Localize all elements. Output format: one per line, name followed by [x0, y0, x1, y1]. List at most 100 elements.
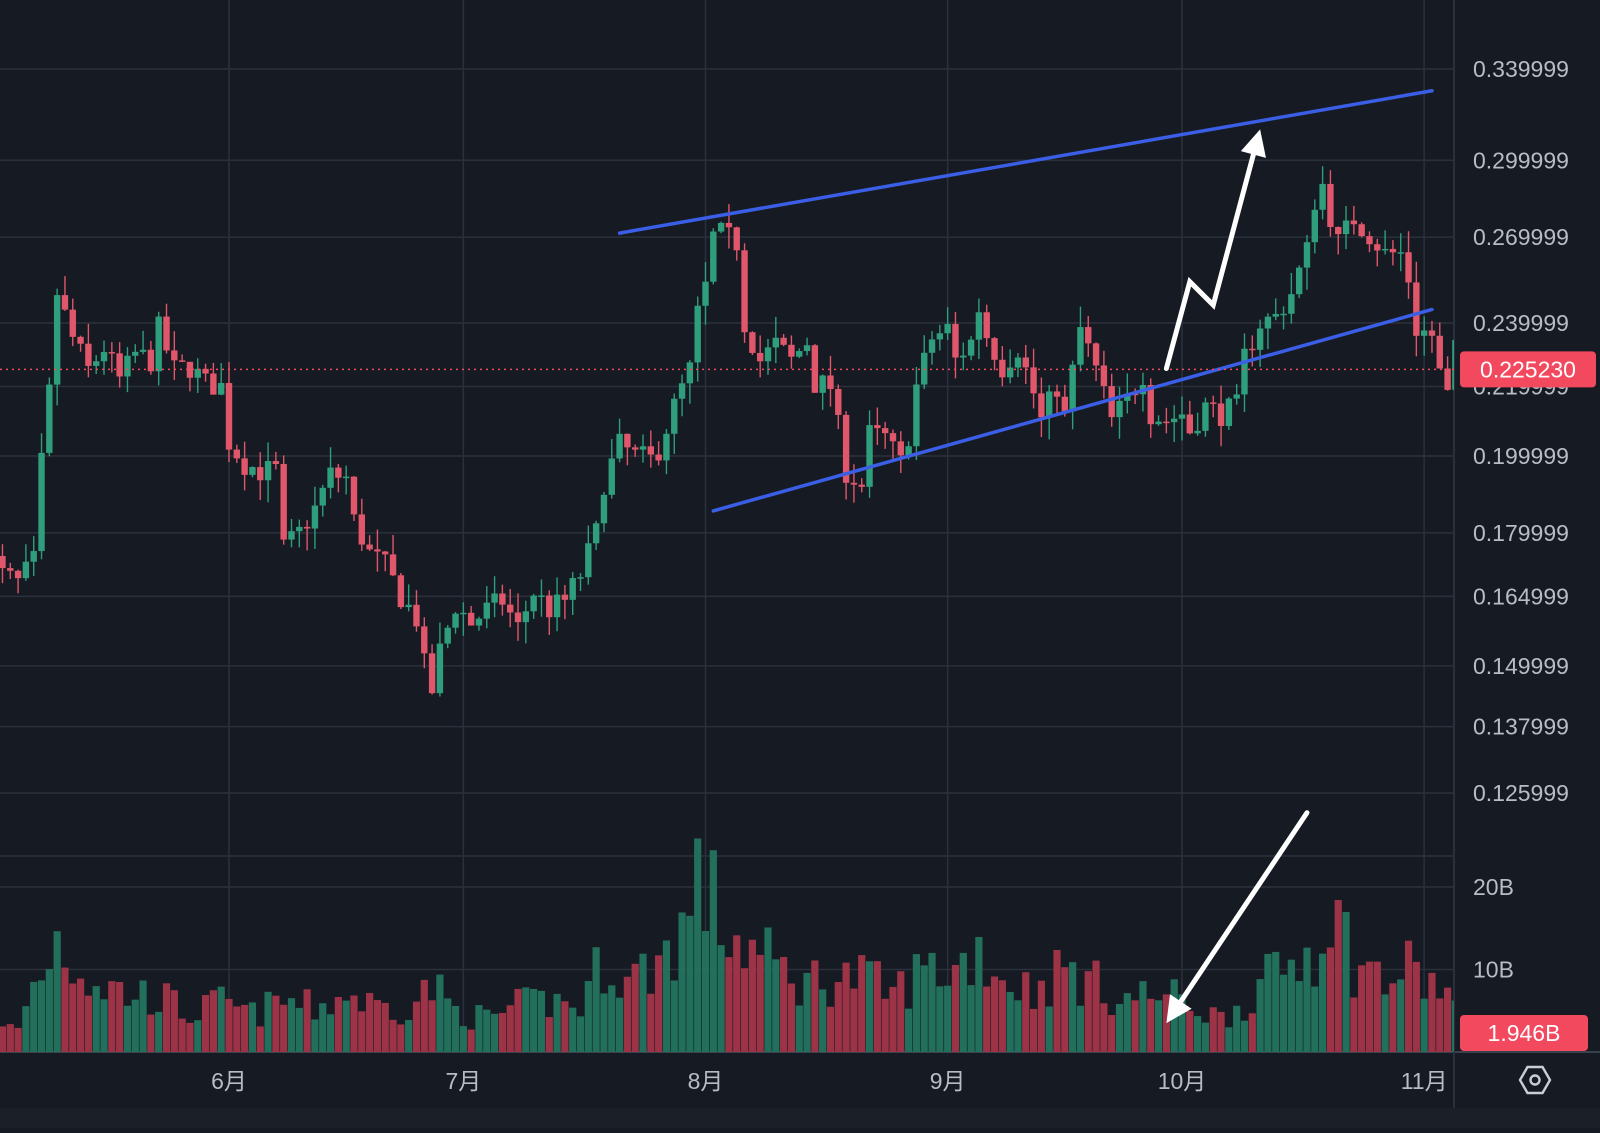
candle-body	[1303, 242, 1311, 268]
candle-body	[546, 595, 553, 618]
candle-body	[1077, 327, 1084, 365]
candle	[452, 611, 459, 634]
candle-body	[577, 577, 584, 579]
volume-bar	[1326, 947, 1335, 1052]
candle	[217, 363, 225, 396]
candle-body	[1452, 340, 1454, 390]
candle	[725, 204, 733, 249]
candle-body	[858, 484, 865, 487]
candle-body	[249, 467, 256, 475]
volume-bar	[350, 995, 358, 1052]
candle	[655, 441, 662, 466]
trendline-lower[interactable]	[711, 307, 1434, 513]
candle-body	[257, 467, 264, 481]
volume-bar	[475, 1005, 483, 1052]
volume-bar	[1443, 987, 1452, 1052]
volume-bar	[553, 993, 561, 1052]
volume-bar	[116, 981, 124, 1052]
candle	[171, 331, 178, 380]
volume-bar	[1279, 974, 1288, 1052]
hexagon-settings-icon[interactable]	[1518, 1065, 1552, 1095]
candle	[374, 529, 381, 572]
candle-body	[217, 383, 225, 395]
candle-body	[1116, 400, 1123, 418]
volume-bar	[1389, 983, 1397, 1052]
volume-bar	[904, 1008, 913, 1052]
candle	[749, 331, 756, 355]
trendline-upper[interactable]	[617, 89, 1434, 235]
candle	[624, 433, 631, 466]
candle-body	[1436, 335, 1443, 369]
candle-body	[61, 295, 69, 310]
candle-body	[366, 544, 373, 550]
candle-body	[585, 543, 592, 578]
candle-body	[53, 295, 61, 385]
candle	[1202, 397, 1209, 437]
volume-bar	[819, 989, 827, 1052]
candle-body	[764, 347, 772, 362]
candle-body	[655, 454, 662, 461]
candle-body	[1202, 402, 1209, 431]
candle	[1046, 385, 1053, 440]
volume-bar	[858, 955, 866, 1052]
volume-bar	[1248, 1013, 1256, 1052]
candle-body	[233, 449, 241, 459]
volume-bar	[748, 939, 756, 1052]
volume-arrow[interactable]	[1172, 810, 1310, 1014]
candle	[1420, 316, 1428, 356]
candle	[1178, 396, 1186, 441]
candle	[233, 444, 241, 463]
volume-bar	[522, 987, 530, 1052]
volume-bar	[303, 989, 311, 1052]
volume-bar	[397, 1024, 405, 1052]
volume-bar	[123, 1005, 132, 1052]
zigzag-projection-arrow[interactable]	[1163, 145, 1258, 371]
candle-body	[1264, 316, 1272, 329]
candle	[889, 429, 897, 461]
candle	[460, 602, 467, 636]
volume-bar	[178, 1018, 186, 1052]
volume-bar	[873, 961, 881, 1052]
candle	[467, 605, 475, 626]
volume-bar	[647, 993, 655, 1052]
candle-body	[694, 305, 701, 363]
candle-body	[717, 222, 725, 232]
candle	[577, 573, 584, 592]
candle	[842, 411, 850, 500]
candle-body	[1092, 343, 1100, 366]
candle	[108, 342, 116, 373]
volume-bar	[451, 1005, 460, 1052]
candle-body	[1241, 348, 1248, 395]
candle-body	[866, 425, 873, 487]
candle-body	[46, 384, 53, 453]
volume-bar	[1397, 979, 1405, 1052]
candle-body	[139, 349, 147, 352]
volume-bar	[1029, 1008, 1038, 1052]
volume-bar	[975, 936, 983, 1052]
volume-bar	[444, 998, 452, 1052]
candle-body	[1358, 224, 1365, 237]
candle-body	[1428, 330, 1436, 336]
candle-body	[1397, 252, 1404, 254]
candle-body	[749, 332, 756, 353]
candle	[975, 298, 983, 360]
candle	[1444, 356, 1451, 391]
candle	[1264, 313, 1272, 350]
candle-body	[561, 594, 569, 600]
candle-body	[639, 446, 647, 450]
volume-bar	[826, 1006, 835, 1052]
candle	[1413, 261, 1420, 357]
candle	[22, 544, 30, 581]
candle-body	[835, 388, 842, 415]
candle	[14, 569, 22, 594]
candle-body	[967, 339, 975, 356]
volume-bar	[1295, 981, 1303, 1052]
candle-body	[155, 316, 162, 372]
volume-bar	[631, 963, 639, 1052]
candle	[733, 226, 740, 261]
candle	[1163, 407, 1170, 434]
candle	[225, 362, 233, 463]
candle-body	[874, 425, 881, 429]
